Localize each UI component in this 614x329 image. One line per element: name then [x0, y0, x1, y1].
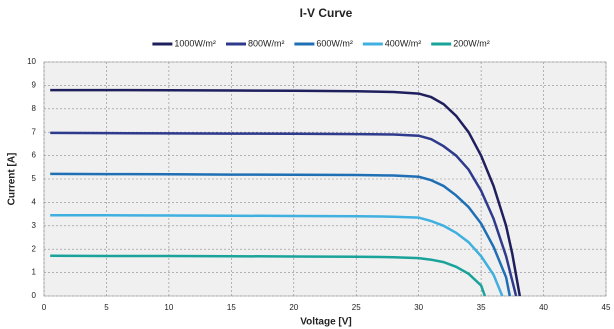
legend-label: 1000W/m² — [174, 38, 216, 48]
series-line — [50, 172, 512, 297]
x-tick-label: 35 — [477, 303, 486, 312]
y-tick-label: 9 — [32, 81, 37, 90]
legend-label: 800W/m² — [248, 38, 285, 48]
y-axis-title: Current [A] — [7, 153, 18, 206]
y-tick-label: 5 — [32, 174, 37, 183]
y-tick-label: 7 — [32, 127, 37, 136]
legend-label: 400W/m² — [385, 38, 422, 48]
y-tick-label: 8 — [32, 104, 37, 113]
series-line — [50, 214, 504, 297]
y-tick-label: 1 — [32, 268, 37, 277]
y-tick-label: 0 — [32, 291, 37, 300]
series-line — [50, 131, 518, 297]
x-tick-label: 25 — [352, 303, 361, 312]
y-tick-label: 10 — [27, 57, 36, 66]
series-line — [50, 254, 487, 297]
x-tick-label: 0 — [42, 303, 47, 312]
x-tick-label: 40 — [539, 303, 548, 312]
y-tick-label: 2 — [32, 244, 37, 253]
x-axis-title: Voltage [V] — [300, 317, 351, 328]
legend-label: 600W/m² — [316, 38, 353, 48]
x-tick-label: 30 — [414, 303, 423, 312]
x-tick-label: 20 — [289, 303, 298, 312]
y-tick-label: 6 — [32, 151, 37, 160]
x-tick-label: 45 — [602, 303, 611, 312]
x-tick-label: 15 — [227, 303, 236, 312]
series-line — [50, 88, 522, 297]
legend-label: 200W/m² — [453, 38, 490, 48]
chart-title: I-V Curve — [300, 6, 353, 20]
x-tick-label: 5 — [104, 303, 109, 312]
y-tick-label: 3 — [32, 221, 37, 230]
x-tick-label: 10 — [164, 303, 173, 312]
y-tick-label: 4 — [32, 198, 37, 207]
